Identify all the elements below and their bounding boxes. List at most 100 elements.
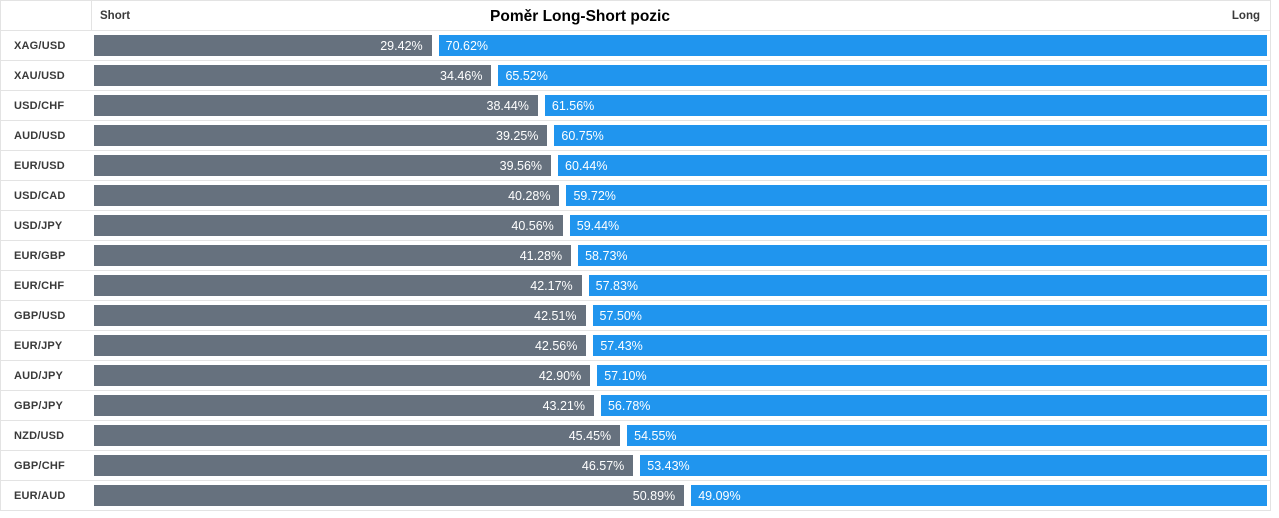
rows: XAG/USD 29.42% 70.62% XAU/USD 34.46% 65.… — [1, 31, 1270, 511]
long-percent-label: 53.43% — [647, 458, 690, 473]
short-percent-label: 29.42% — [380, 38, 423, 53]
long-percent-label: 65.52% — [505, 68, 548, 83]
short-bar: 42.56% — [94, 335, 587, 356]
table-row: AUD/JPY 42.90% 57.10% — [1, 361, 1270, 391]
long-percent-label: 59.44% — [576, 218, 620, 233]
currency-pair-label: XAU/USD — [14, 69, 65, 82]
long-percent-label: 57.10% — [604, 368, 647, 383]
long-bar: 56.78% — [600, 395, 1267, 416]
table-row: EUR/GBP 41.28% 58.73% — [1, 241, 1270, 271]
long-percent-label: 58.73% — [585, 248, 628, 263]
long-bar: 60.44% — [558, 155, 1267, 176]
long-bar: 59.72% — [566, 185, 1267, 206]
currency-pair-label: NZD/USD — [14, 429, 65, 442]
short-bar: 45.45% — [94, 425, 621, 446]
bar-track: 50.89% 49.09% — [94, 485, 1270, 506]
long-percent-label: 60.75% — [561, 128, 604, 143]
currency-pair-label: GBP/CHF — [14, 459, 65, 472]
header-column-divider — [91, 1, 92, 30]
long-bar: 57.10% — [597, 365, 1267, 386]
short-percent-label: 50.89% — [632, 488, 676, 503]
table-row: USD/CAD 40.28% 59.72% — [1, 181, 1270, 211]
long-percent-label: 54.55% — [634, 428, 677, 443]
short-percent-label: 39.56% — [499, 158, 543, 173]
table-row: GBP/CHF 46.57% 53.43% — [1, 451, 1270, 481]
short-bar: 29.42% — [94, 35, 432, 56]
long-percent-label: 49.09% — [698, 488, 741, 503]
currency-pair-label: EUR/USD — [14, 159, 65, 172]
bar-track: 42.17% 57.83% — [94, 275, 1270, 296]
long-bar: 57.83% — [588, 275, 1267, 296]
currency-pair-label: GBP/USD — [14, 309, 66, 322]
short-percent-label: 42.51% — [534, 308, 577, 323]
short-percent-label: 40.56% — [511, 218, 554, 233]
bar-track: 29.42% 70.62% — [94, 35, 1270, 56]
short-percent-label: 42.17% — [530, 278, 573, 293]
bar-track: 38.44% 61.56% — [94, 95, 1270, 116]
short-bar: 46.57% — [94, 455, 634, 476]
bar-track: 39.56% 60.44% — [94, 155, 1270, 176]
long-percent-label: 59.72% — [573, 188, 616, 203]
table-row: EUR/CHF 42.17% 57.83% — [1, 271, 1270, 301]
short-bar: 40.28% — [94, 185, 560, 206]
short-bar: 42.90% — [94, 365, 591, 386]
short-bar: 41.28% — [94, 245, 572, 266]
long-percent-label: 57.50% — [599, 308, 642, 323]
long-percent-label: 56.78% — [607, 398, 651, 413]
short-percent-label: 38.44% — [486, 98, 529, 113]
short-percent-label: 45.45% — [568, 428, 612, 443]
long-bar: 49.09% — [691, 485, 1267, 506]
bar-track: 39.25% 60.75% — [94, 125, 1270, 146]
table-row: AUD/USD 39.25% 60.75% — [1, 121, 1270, 151]
long-bar: 59.44% — [569, 215, 1267, 236]
currency-pair-label: EUR/JPY — [14, 339, 63, 352]
currency-pair-label: AUD/USD — [14, 129, 66, 142]
table-row: NZD/USD 45.45% 54.55% — [1, 421, 1270, 451]
short-bar: 42.51% — [94, 305, 586, 326]
currency-pair-label: EUR/CHF — [14, 279, 65, 292]
bar-track: 40.56% 59.44% — [94, 215, 1270, 236]
bar-track: 40.28% 59.72% — [94, 185, 1270, 206]
long-percent-label: 61.56% — [551, 98, 595, 113]
currency-pair-label: GBP/JPY — [14, 399, 64, 412]
table-row: EUR/AUD 50.89% 49.09% — [1, 481, 1270, 511]
short-percent-label: 46.57% — [581, 458, 625, 473]
table-row: XAU/USD 34.46% 65.52% — [1, 61, 1270, 91]
short-bar: 50.89% — [94, 485, 685, 506]
currency-pair-label: USD/CHF — [14, 99, 65, 112]
currency-pair-label: USD/CAD — [14, 189, 66, 202]
short-bar: 34.46% — [94, 65, 492, 86]
short-bar: 40.56% — [94, 215, 563, 236]
short-percent-label: 40.28% — [508, 188, 551, 203]
currency-pair-label: EUR/GBP — [14, 249, 66, 262]
table-row: GBP/JPY 43.21% 56.78% — [1, 391, 1270, 421]
chart-title: Poměr Long-Short pozic — [490, 8, 670, 25]
bar-track: 41.28% 58.73% — [94, 245, 1270, 266]
bar-track: 34.46% 65.52% — [94, 65, 1270, 86]
bar-track: 42.51% 57.50% — [94, 305, 1270, 326]
long-percent-label: 60.44% — [565, 158, 608, 173]
long-bar: 53.43% — [640, 455, 1267, 476]
short-bar: 42.17% — [94, 275, 582, 296]
short-percent-label: 41.28% — [519, 248, 563, 263]
long-percent-label: 70.62% — [445, 38, 489, 53]
currency-pair-label: AUD/JPY — [14, 369, 64, 382]
long-bar: 70.62% — [438, 35, 1267, 56]
bar-track: 43.21% 56.78% — [94, 395, 1270, 416]
long-bar: 54.55% — [627, 425, 1267, 446]
long-bar: 65.52% — [498, 65, 1267, 86]
table-row: EUR/JPY 42.56% 57.43% — [1, 331, 1270, 361]
currency-pair-label: USD/JPY — [14, 219, 63, 232]
short-percent-label: 43.21% — [542, 398, 585, 413]
long-bar: 60.75% — [554, 125, 1267, 146]
long-series-label: Long — [1231, 10, 1260, 22]
short-percent-label: 34.46% — [440, 68, 483, 83]
bar-track: 46.57% 53.43% — [94, 455, 1270, 476]
short-percent-label: 42.90% — [538, 368, 582, 383]
long-bar: 61.56% — [544, 95, 1267, 116]
long-bar: 57.50% — [592, 305, 1267, 326]
table-row: EUR/USD 39.56% 60.44% — [1, 151, 1270, 181]
short-series-label: Short — [100, 10, 131, 22]
long-bar: 57.43% — [593, 335, 1267, 356]
table-row: GBP/USD 42.51% 57.50% — [1, 301, 1270, 331]
